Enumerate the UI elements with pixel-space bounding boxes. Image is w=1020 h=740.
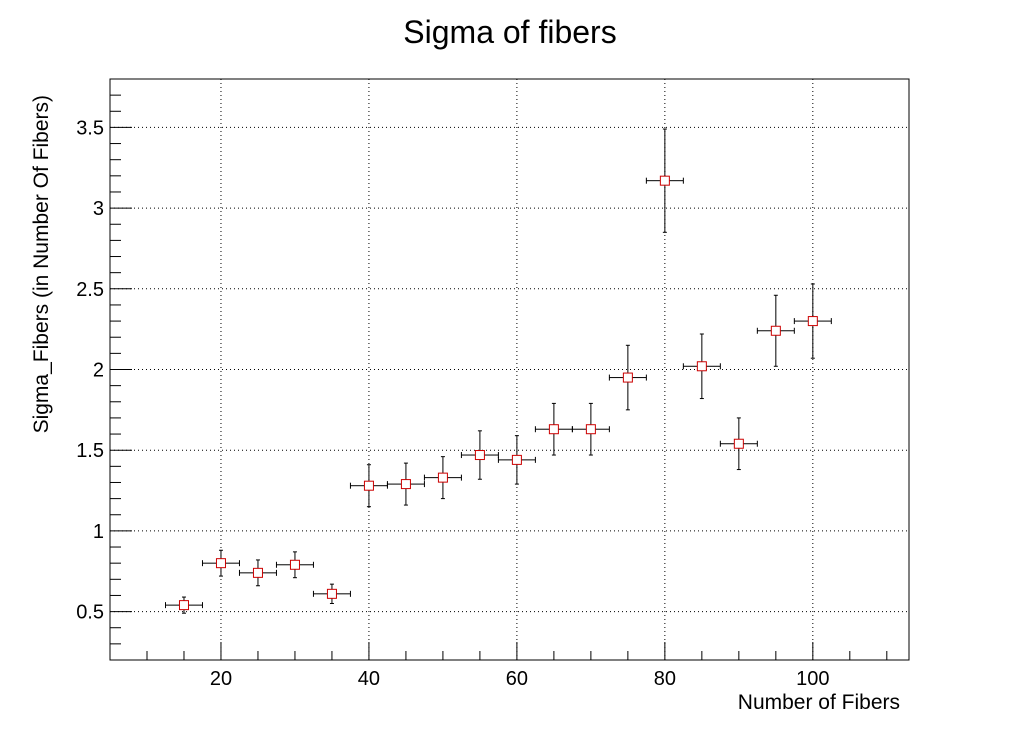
data-point xyxy=(460,430,499,480)
marker-square xyxy=(585,424,596,435)
x-tick-label: 20 xyxy=(210,668,232,690)
y-tick-label: 1 xyxy=(93,521,104,543)
marker-square xyxy=(733,438,744,449)
marker-square xyxy=(511,454,522,465)
data-points xyxy=(164,128,832,614)
y-tick-label: 3.5 xyxy=(76,117,104,139)
data-point xyxy=(793,283,832,359)
data-point xyxy=(534,402,573,456)
x-tick-label: 60 xyxy=(506,668,528,690)
marker-square xyxy=(770,325,781,336)
marker-square xyxy=(437,472,448,483)
data-point xyxy=(756,294,795,367)
data-point xyxy=(275,551,314,579)
grid-lines xyxy=(110,79,909,660)
y-tick-label: 2.5 xyxy=(76,279,104,301)
x-tick-label: 100 xyxy=(796,668,829,690)
y-tick-label: 3 xyxy=(93,198,104,220)
data-point xyxy=(608,344,647,411)
data-point xyxy=(349,464,388,508)
marker-square xyxy=(289,559,300,570)
y-axis-label: Sigma_Fibers (in Number Of Fibers) xyxy=(30,95,53,433)
y-tick-label: 2 xyxy=(93,360,104,382)
chart-title: Sigma of fibers xyxy=(403,14,616,50)
marker-square xyxy=(807,316,818,327)
data-point xyxy=(719,417,758,471)
data-point xyxy=(386,462,425,506)
marker-square xyxy=(326,588,337,599)
marker-square xyxy=(178,600,189,611)
marker-square xyxy=(622,372,633,383)
data-point xyxy=(682,333,721,400)
data-point xyxy=(201,549,240,577)
marker-square xyxy=(363,480,374,491)
data-point xyxy=(164,596,203,614)
x-axis-label: Number of Fibers xyxy=(738,691,900,714)
y-tick-label: 0.5 xyxy=(76,602,104,624)
data-point xyxy=(238,559,277,587)
tick-labels: 20 40 60 80 100 0.5 1 1.5 2 2.5 3 3.5 xyxy=(76,117,829,690)
plot-frame xyxy=(109,78,910,661)
data-point xyxy=(312,583,351,605)
marker-square xyxy=(474,450,485,461)
x-tick-label: 80 xyxy=(654,668,676,690)
data-point xyxy=(423,456,462,500)
marker-square xyxy=(696,361,707,372)
axis-ticks xyxy=(110,94,888,660)
marker-square xyxy=(215,558,226,569)
y-tick-label: 1.5 xyxy=(76,440,104,462)
marker-square xyxy=(400,479,411,490)
marker-square xyxy=(548,424,559,435)
data-point xyxy=(571,402,610,456)
data-point xyxy=(645,128,684,233)
marker-square xyxy=(252,567,263,578)
marker-square xyxy=(659,175,670,186)
data-point xyxy=(497,435,536,485)
x-tick-label: 40 xyxy=(358,668,380,690)
